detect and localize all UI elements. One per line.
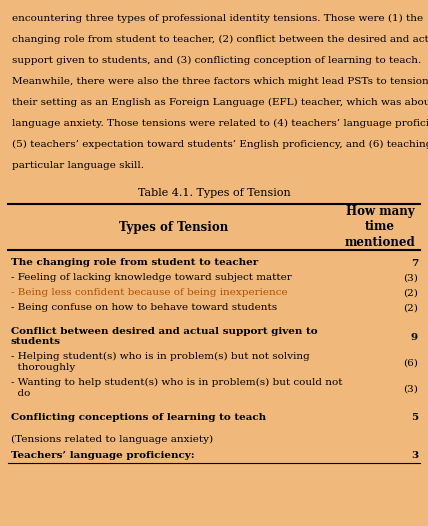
Text: (5) teachers’ expectation toward students’ English proficiency, and (6) teaching: (5) teachers’ expectation toward student…: [12, 140, 428, 149]
Text: Types of Tension: Types of Tension: [119, 220, 229, 234]
Text: Table 4.1. Types of Tension: Table 4.1. Types of Tension: [138, 188, 290, 198]
Text: particular language skill.: particular language skill.: [12, 161, 144, 170]
Text: (3): (3): [403, 274, 418, 283]
Text: changing role from student to teacher, (2) conflict between the desired and actu: changing role from student to teacher, (…: [12, 35, 428, 44]
Text: (2): (2): [403, 289, 418, 298]
Text: (6): (6): [403, 359, 418, 368]
Text: 9: 9: [411, 332, 418, 341]
Text: language anxiety. Those tensions were related to (4) teachers’ language proficie: language anxiety. Those tensions were re…: [12, 119, 428, 128]
Text: their setting as an English as Foreign Language (EFL) teacher, which was about: their setting as an English as Foreign L…: [12, 98, 428, 107]
Text: 5: 5: [411, 413, 418, 422]
Text: - Being less confident because of being inexperience: - Being less confident because of being …: [11, 288, 288, 297]
Text: (2): (2): [403, 304, 418, 313]
Text: - Being confuse on how to behave toward students: - Being confuse on how to behave toward …: [11, 303, 277, 312]
Text: support given to students, and (3) conflicting conception of learning to teach.: support given to students, and (3) confl…: [12, 56, 421, 65]
Text: Conflict between desired and actual support given to
students: Conflict between desired and actual supp…: [11, 327, 318, 347]
Text: Meanwhile, there were also the three factors which might lead PSTs to tension in: Meanwhile, there were also the three fac…: [12, 77, 428, 86]
Text: 7: 7: [411, 259, 418, 268]
Text: - Wanting to help student(s) who is in problem(s) but could not
  do: - Wanting to help student(s) who is in p…: [11, 378, 342, 398]
Text: 3: 3: [411, 451, 418, 460]
Text: How many
time
mentioned: How many time mentioned: [345, 206, 416, 248]
Text: Conflicting conceptions of learning to teach: Conflicting conceptions of learning to t…: [11, 413, 266, 422]
Text: - Helping student(s) who is in problem(s) but not solving
  thoroughly: - Helping student(s) who is in problem(s…: [11, 352, 310, 371]
Text: (3): (3): [403, 385, 418, 393]
Text: - Feeling of lacking knowledge toward subject matter: - Feeling of lacking knowledge toward su…: [11, 273, 292, 282]
Text: Teachers’ language proficiency:: Teachers’ language proficiency:: [11, 451, 195, 460]
Text: encountering three types of professional identity tensions. Those were (1) the: encountering three types of professional…: [12, 14, 423, 23]
Text: The changing role from student to teacher: The changing role from student to teache…: [11, 258, 258, 267]
Text: (Tensions related to language anxiety): (Tensions related to language anxiety): [11, 435, 213, 444]
